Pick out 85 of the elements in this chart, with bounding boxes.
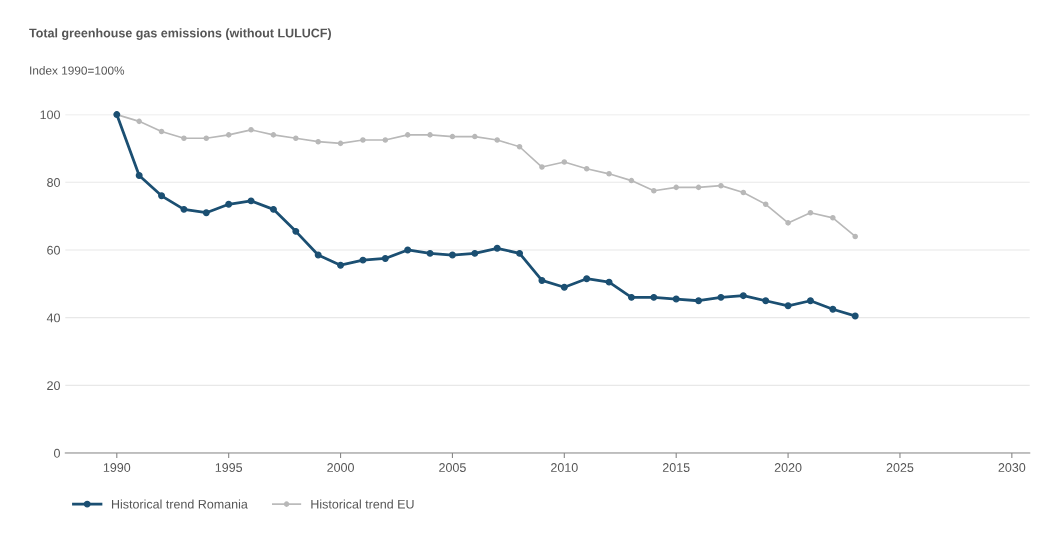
point bbox=[404, 132, 411, 138]
point bbox=[672, 295, 680, 303]
point bbox=[740, 189, 747, 196]
point bbox=[314, 251, 322, 259]
point bbox=[673, 184, 679, 191]
y-tick-label: 40 bbox=[46, 313, 60, 323]
point bbox=[360, 137, 366, 143]
point bbox=[494, 137, 500, 143]
point bbox=[247, 197, 255, 205]
point bbox=[695, 297, 703, 305]
point bbox=[583, 275, 591, 283]
x-tick-label: 2015 bbox=[662, 463, 690, 472]
point bbox=[269, 205, 277, 213]
point bbox=[427, 132, 433, 138]
y-tick-label: 100 bbox=[40, 110, 60, 120]
point bbox=[293, 135, 299, 142]
point bbox=[627, 293, 635, 301]
point bbox=[830, 215, 836, 221]
point bbox=[785, 220, 791, 226]
point bbox=[248, 127, 254, 133]
point bbox=[628, 177, 635, 184]
point bbox=[784, 302, 792, 310]
point bbox=[695, 184, 702, 191]
y-tick-label: 0 bbox=[54, 448, 60, 458]
point bbox=[762, 201, 769, 208]
x-tick-label: 2025 bbox=[886, 463, 914, 472]
point bbox=[337, 261, 345, 269]
point bbox=[203, 135, 210, 142]
point bbox=[606, 171, 612, 177]
x-tick-label: 2005 bbox=[439, 463, 466, 472]
point bbox=[136, 118, 142, 125]
x-tick-label: 1990 bbox=[103, 463, 131, 472]
legend-label: Historical trend Romania bbox=[112, 499, 248, 509]
point bbox=[225, 132, 232, 138]
point bbox=[180, 205, 188, 213]
point bbox=[181, 135, 187, 142]
x-tick-label: 2020 bbox=[774, 463, 802, 472]
point bbox=[560, 283, 568, 291]
point bbox=[337, 140, 344, 147]
x-tick-label: 2030 bbox=[998, 463, 1026, 472]
point bbox=[448, 251, 456, 259]
point bbox=[806, 297, 814, 305]
point bbox=[851, 312, 859, 320]
point bbox=[449, 133, 456, 140]
y-axis-title: Index 1990=100% bbox=[30, 66, 125, 75]
point bbox=[807, 209, 814, 216]
point bbox=[158, 128, 165, 135]
point bbox=[650, 293, 658, 301]
point bbox=[292, 227, 300, 235]
x-tick-label: 1995 bbox=[215, 463, 243, 472]
point bbox=[426, 249, 434, 257]
point bbox=[270, 132, 277, 138]
point bbox=[404, 246, 412, 254]
point bbox=[493, 244, 501, 252]
point bbox=[382, 137, 389, 143]
point bbox=[717, 293, 725, 301]
point bbox=[605, 278, 613, 286]
y-tick-label: 80 bbox=[47, 178, 60, 187]
point bbox=[516, 143, 523, 150]
point bbox=[315, 138, 321, 145]
y-tick-label: 60 bbox=[47, 245, 60, 255]
x-tick-label: 2010 bbox=[551, 463, 578, 472]
point bbox=[852, 233, 858, 240]
point bbox=[471, 249, 479, 257]
point bbox=[583, 165, 590, 172]
point bbox=[762, 297, 770, 305]
chart-title: Total greenhouse gas emissions (without LULUCF) bbox=[29, 28, 331, 40]
point bbox=[202, 209, 210, 217]
point bbox=[225, 200, 233, 208]
point bbox=[739, 292, 747, 300]
x-tick-label: 2000 bbox=[327, 463, 354, 472]
point bbox=[381, 254, 389, 262]
y-tick-label: 20 bbox=[47, 381, 60, 391]
point bbox=[651, 187, 657, 194]
point bbox=[538, 276, 546, 284]
point bbox=[472, 133, 478, 140]
legend-label: Historical trend EU bbox=[311, 499, 414, 509]
point bbox=[359, 256, 367, 264]
point bbox=[829, 305, 837, 313]
point bbox=[135, 172, 143, 179]
point bbox=[158, 192, 166, 200]
point bbox=[561, 159, 568, 165]
point bbox=[718, 182, 724, 189]
point bbox=[539, 164, 545, 170]
point bbox=[516, 249, 524, 257]
